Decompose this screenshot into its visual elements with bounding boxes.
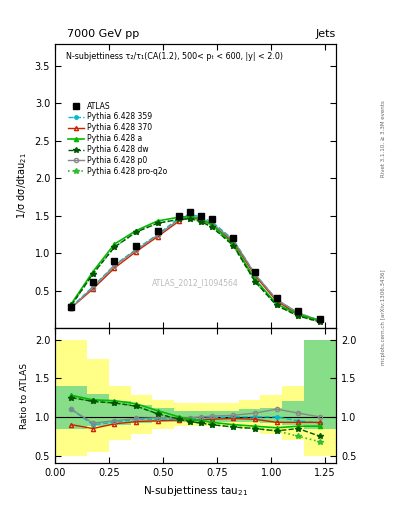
ATLAS <box>90 279 95 285</box>
Text: Jets: Jets <box>316 29 336 39</box>
Text: N-subjettiness τ₂/τ₁(CA(1.2), 500< pₜ < 600, |y| < 2.0): N-subjettiness τ₂/τ₁(CA(1.2), 500< pₜ < … <box>66 52 283 61</box>
Text: ATLAS_2012_I1094564: ATLAS_2012_I1094564 <box>152 278 239 287</box>
ATLAS <box>274 295 279 301</box>
ATLAS <box>69 304 73 310</box>
ATLAS <box>231 235 236 241</box>
Y-axis label: Ratio to ATLAS: Ratio to ATLAS <box>20 362 29 429</box>
ATLAS <box>318 316 322 322</box>
Line: ATLAS: ATLAS <box>68 209 323 322</box>
ATLAS <box>177 212 182 219</box>
ATLAS <box>253 269 257 275</box>
ATLAS <box>112 258 117 264</box>
X-axis label: N-subjettiness tau$_{21}$: N-subjettiness tau$_{21}$ <box>143 484 248 498</box>
Y-axis label: 1/σ dσ/dtau$_{21}$: 1/σ dσ/dtau$_{21}$ <box>15 153 29 219</box>
ATLAS <box>134 243 138 249</box>
Text: Rivet 3.1.10, ≥ 3.3M events: Rivet 3.1.10, ≥ 3.3M events <box>381 100 386 177</box>
Legend: ATLAS, Pythia 6.428 359, Pythia 6.428 370, Pythia 6.428 a, Pythia 6.428 dw, Pyth: ATLAS, Pythia 6.428 359, Pythia 6.428 37… <box>64 98 171 179</box>
ATLAS <box>188 209 193 215</box>
ATLAS <box>155 227 160 233</box>
ATLAS <box>209 217 214 223</box>
ATLAS <box>198 212 203 219</box>
Text: mcplots.cern.ch [arXiv:1306.3436]: mcplots.cern.ch [arXiv:1306.3436] <box>381 270 386 365</box>
ATLAS <box>296 308 301 314</box>
Text: 7000 GeV pp: 7000 GeV pp <box>67 29 139 39</box>
